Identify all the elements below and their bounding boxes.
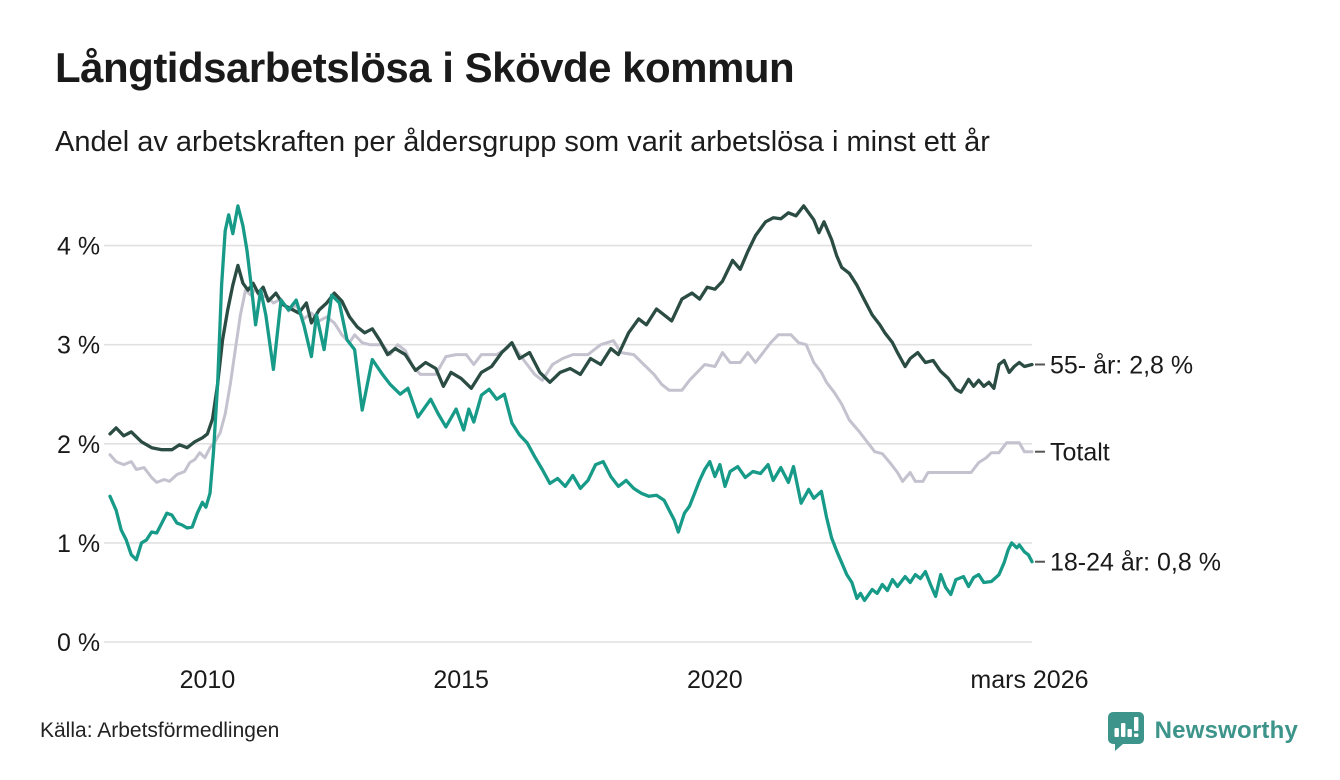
page-title: Långtidsarbetslösa i Skövde kommun	[55, 44, 795, 91]
y-tick-label: 3 %	[57, 332, 100, 360]
x-tick-label: 2015	[433, 666, 489, 694]
page-subtitle: Andel av arbetskraften per åldersgrupp s…	[55, 126, 990, 158]
x-tick-label: 2010	[180, 666, 236, 694]
series-line-55-r	[108, 204, 1034, 452]
x-tick-label: mars 2026	[970, 666, 1088, 694]
y-tick-label: 4 %	[57, 233, 100, 261]
series-line-totalt	[108, 287, 1034, 484]
series-line-18-24-r	[108, 204, 1034, 603]
series-end-label: Totalt	[1050, 439, 1110, 467]
x-tick-label: 2020	[687, 666, 743, 694]
series-end-label: 55- år: 2,8 %	[1050, 351, 1193, 379]
y-tick-label: 2 %	[57, 431, 100, 459]
line-chart: 0 % 1 % 2 % 3 % 4 % 2010 2015 2020 mars 2026 55- …	[57, 204, 1221, 694]
series-end-label: 18-24 år: 0,8 %	[1050, 549, 1221, 577]
newsworthy-logo: Newsworthy	[1106, 710, 1298, 752]
y-tick-label: 1 %	[57, 530, 100, 558]
newsworthy-bubble-chart-icon	[1107, 712, 1144, 751]
y-tick-label: 0 %	[57, 629, 100, 657]
source-text: Källa: Arbetsförmedlingen	[40, 719, 280, 742]
brand-name: Newsworthy	[1154, 717, 1298, 744]
